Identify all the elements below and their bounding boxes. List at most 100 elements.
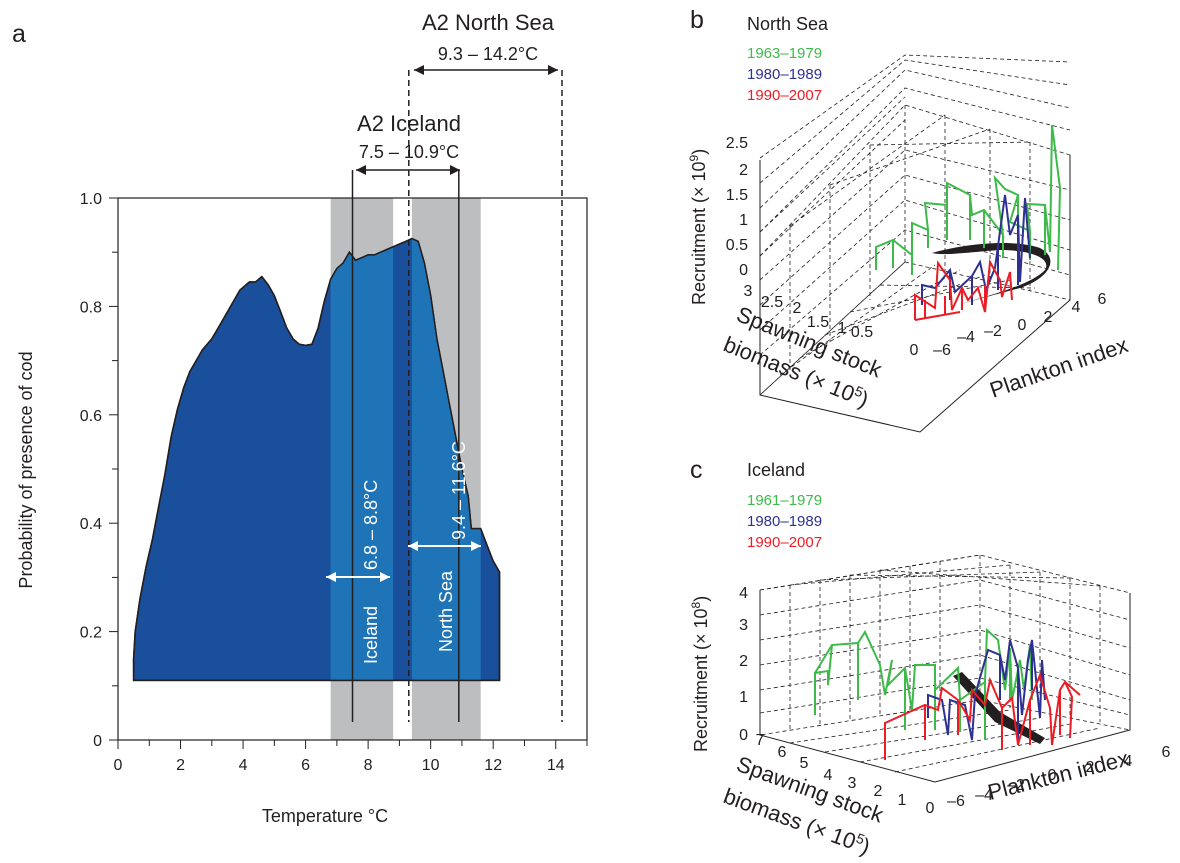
tick-label: 1 (739, 689, 748, 706)
x-tick-label: 4 (239, 757, 248, 774)
tick-label: 0 (1018, 317, 1027, 334)
tick-label: 0 (910, 342, 919, 359)
tick-label: 6 (1098, 291, 1107, 308)
tick-label: 4 (1072, 299, 1081, 316)
y-axis-title: Probability of presence of cod (16, 351, 36, 588)
tick-label: 3 (744, 283, 753, 300)
tick-label: 2.5 (726, 135, 748, 152)
y-axis: 0 0.2 0.4 0.6 0.8 1.0 (80, 191, 118, 750)
panel-c-title: Iceland (747, 460, 805, 480)
tick-label: 3 (739, 617, 748, 634)
panel-c-letter: c (690, 456, 703, 484)
tick-label: 0 (926, 800, 935, 817)
panel-b-title: North Sea (747, 14, 829, 34)
range-a2-north-sea: 9.3 – 14.2°C (438, 44, 538, 64)
tick-label: 2.5 (761, 294, 783, 311)
tick-label: 1 (838, 320, 847, 337)
area-highlight-iceland (330, 238, 394, 681)
range-a2-iceland: 7.5 – 10.9°C (359, 142, 459, 162)
band-north-sea-name: North Sea (436, 570, 456, 652)
tick-label: 5 (800, 755, 809, 772)
tick-label: –2 (984, 323, 1002, 340)
series-c-1961-1979 (814, 627, 1033, 740)
probability-area-outline (132, 237, 501, 682)
tick-label: –6 (947, 793, 965, 810)
y-tick-label: 0 (93, 733, 102, 750)
x-axis: 0 2 4 6 8 10 12 14 (114, 740, 588, 774)
tick-label: 0.5 (851, 324, 873, 341)
tick-label: 7 (756, 732, 765, 749)
band-iceland-range: 6.8 – 8.8°C (361, 480, 381, 570)
z-axis-c: 0 1 2 3 4 (739, 585, 748, 744)
tick-label: 6 (1162, 744, 1171, 761)
legend-b-1: 1963–1979 (747, 45, 822, 62)
tick-label: 1.5 (807, 314, 829, 331)
tick-label: –2 (1007, 777, 1025, 794)
y-tick-label: 0.4 (80, 516, 102, 533)
reference-lines (351, 70, 563, 722)
panel-a-letter: a (12, 20, 26, 48)
series-c-1980-1989 (927, 639, 1046, 741)
y-tick-label: 1.0 (80, 191, 102, 208)
label-a2-iceland: A2 Iceland (357, 111, 461, 136)
x-axis-title-b: Plankton index (986, 332, 1131, 403)
x-tick-label: 0 (114, 757, 123, 774)
tick-label: –4 (975, 787, 993, 804)
tick-label: 1.5 (726, 187, 748, 204)
tick-label: –6 (933, 342, 951, 359)
y-tick-label: 0.6 (80, 408, 102, 425)
tick-label: 0 (1048, 767, 1057, 784)
legend-b-2: 1980–1989 (747, 66, 822, 83)
tick-label: 2 (1086, 759, 1095, 776)
x-axis-title: Temperature °C (262, 806, 388, 826)
tick-label: 2 (793, 300, 802, 317)
series-b-1990-2007 (914, 258, 1013, 321)
tick-label: 0.5 (726, 237, 748, 254)
series-c-1990-2007 (884, 671, 1081, 760)
tick-label: 4 (1124, 753, 1133, 770)
tick-label: 4 (739, 585, 748, 602)
x-axis-c: –6 –4 –2 0 2 4 6 (947, 744, 1170, 810)
y-tick-label: 0.2 (80, 625, 102, 642)
x-tick-label: 8 (364, 757, 373, 774)
tick-label: 0 (739, 262, 748, 279)
tick-label: 2 (739, 162, 748, 179)
x-axis-b: –6 –4 –2 0 2 4 6 (933, 291, 1106, 359)
tick-label: 2 (1044, 309, 1053, 326)
panel-b: b North Sea 1963–1979 1980–1989 1990–200… (687, 6, 1131, 433)
legend-c-3: 1990–2007 (747, 534, 822, 551)
band-iceland-name: Iceland (361, 606, 381, 664)
x-tick-label: 12 (484, 757, 502, 774)
z-axis-title-b: Recruitment (× 109) (687, 149, 709, 305)
tick-label: 4 (824, 767, 833, 784)
x-tick-label: 10 (422, 757, 440, 774)
tick-label: 1 (739, 212, 748, 229)
tick-label: –4 (957, 329, 975, 346)
tick-label: 1 (898, 792, 907, 809)
panel-a: a 0 2 4 6 8 10 12 14 0 0.2 0.4 0.6 0.8 1.0 A2 North … (12, 10, 588, 826)
z-axis-b: 0 0.5 1 1.5 2 2.5 (726, 135, 748, 279)
cube-b (759, 54, 1071, 433)
tick-label: 3 (848, 775, 857, 792)
y-axis-b: 3 2.5 2 1.5 1 0.5 0 (744, 283, 919, 359)
tick-label: 2 (739, 653, 748, 670)
z-axis-title-c: Recruitment (× 108) (689, 596, 711, 752)
legend-b-3: 1990–2007 (747, 87, 822, 104)
cube-c (759, 554, 1131, 783)
legend-c-1: 1961–1979 (747, 492, 822, 509)
x-tick-label: 6 (301, 757, 310, 774)
panel-b-letter: b (690, 6, 704, 34)
tick-label: 2 (874, 783, 883, 800)
x-tick-label: 2 (176, 757, 185, 774)
tick-label: 6 (778, 744, 787, 761)
x-axis-title-c: Plankton index (985, 746, 1131, 805)
y-tick-label: 0.8 (80, 299, 102, 316)
panel-c: c Iceland 1961–1979 1980–1989 1990–2007 … (689, 456, 1171, 859)
label-a2-north-sea: A2 North Sea (422, 10, 555, 35)
x-tick-label: 14 (547, 757, 565, 774)
tick-label: 0 (739, 727, 748, 744)
legend-c-2: 1980–1989 (747, 513, 822, 530)
mean-trajectory-b (932, 243, 1051, 304)
